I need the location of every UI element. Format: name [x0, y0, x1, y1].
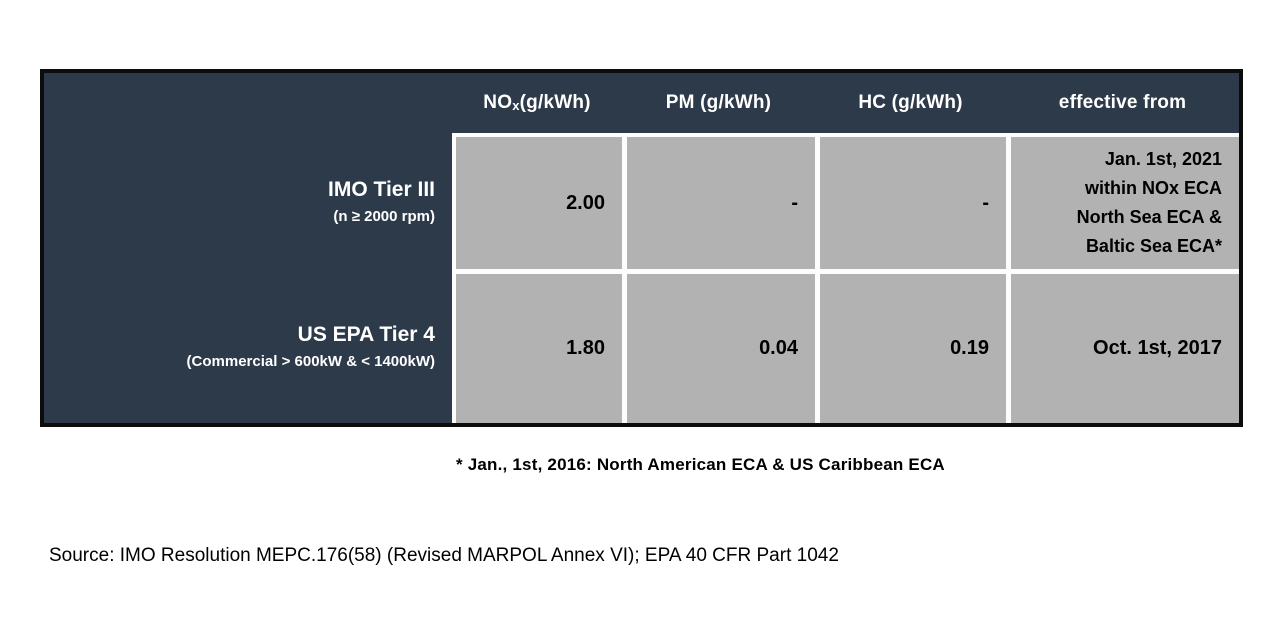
nox-unit: (g/kWh): [519, 92, 591, 113]
header-spacer: [44, 73, 452, 133]
col-header-hc: HC (g/kWh): [858, 92, 963, 113]
effective-line: within NOx ECA: [1084, 178, 1222, 198]
cell-imo-hc: -: [820, 137, 1006, 269]
col-header-pm: PM (g/kWh): [665, 92, 772, 113]
cell-epa-hc: 0.19: [820, 274, 1006, 423]
table-header-row: NO x (g/kWh) PM (g/kWh) HC (g/kWh) effect…: [44, 73, 1239, 133]
footnote: * Jan., 1st, 2016: North American ECA & …: [456, 455, 945, 474]
row-label-sub: (Commercial > 600kW & < 1400kW): [186, 352, 435, 370]
cell-imo-nox: 2.00: [456, 137, 622, 269]
nox-prefix: NO: [483, 92, 513, 113]
cell-imo-effective: Jan. 1st, 2021 within NOx ECA North Sea …: [1011, 137, 1239, 269]
col-header-effective-from: effective from: [1058, 92, 1187, 113]
effective-date-multiline: Jan. 1st, 2021 within NOx ECA North Sea …: [1077, 145, 1222, 261]
cell-epa-nox: 1.80: [456, 274, 622, 423]
effective-line: Baltic Sea ECA*: [1085, 236, 1222, 256]
value-cells-grid: 2.00 - - Jan. 1st, 2021 within NOx ECA N…: [452, 133, 1239, 423]
effective-line: North Sea ECA &: [1076, 207, 1222, 227]
effective-line: Jan. 1st, 2021: [1104, 149, 1222, 169]
cell-epa-pm: 0.04: [627, 274, 815, 423]
row-label-main: US EPA Tier 4: [297, 322, 435, 346]
source-citation: Source: IMO Resolution MEPC.176(58) (Rev…: [49, 545, 839, 566]
table-body: IMO Tier III (n ≥ 2000 rpm) US EPA Tier …: [44, 133, 1239, 423]
row-label-sub: (n ≥ 2000 rpm): [333, 207, 435, 225]
row-label-main: IMO Tier III: [328, 177, 435, 201]
row-labels-column: IMO Tier III (n ≥ 2000 rpm) US EPA Tier …: [44, 133, 452, 423]
cell-epa-effective: Oct. 1st, 2017: [1011, 274, 1239, 423]
emissions-standards-table: NO x (g/kWh) PM (g/kWh) HC (g/kWh) effect…: [40, 69, 1243, 427]
cell-imo-pm: -: [627, 137, 815, 269]
col-header-nox: NO x (g/kWh): [483, 92, 591, 113]
row-label-imo-tier-3: IMO Tier III (n ≥ 2000 rpm): [44, 133, 452, 269]
row-label-us-epa-tier-4: US EPA Tier 4 (Commercial > 600kW & < 14…: [44, 269, 452, 423]
